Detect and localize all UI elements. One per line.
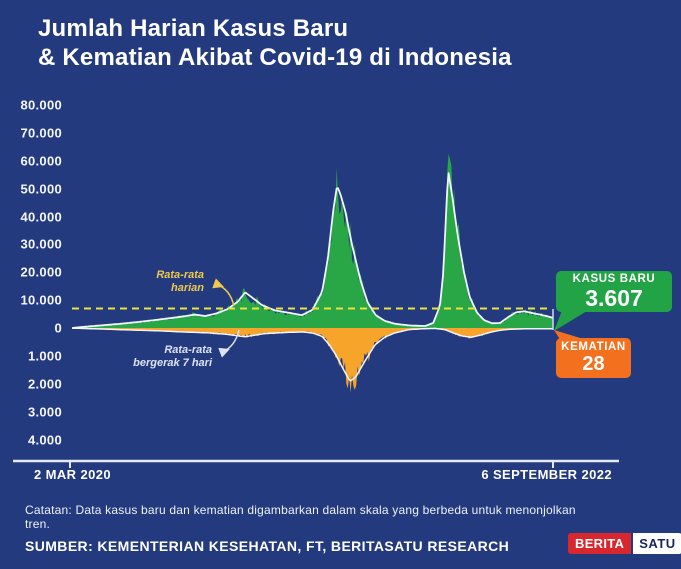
y-axis-tick-label: 3.000 [27,404,62,420]
source-credit: SUMBER: KEMENTERIAN KESEHATAN, FT, BERIT… [25,538,510,554]
y-axis-tick-label: 1.000 [27,348,62,364]
y-axis-tick-label: 60.000 [20,153,62,169]
annotation-daily-average: Rata-rata harian [156,269,204,294]
new-cases-label: KASUS BARU [572,272,656,285]
deaths-value: 28 [582,353,605,375]
logo-satu: SATU [633,533,681,554]
deaths-7day-average-line [71,327,553,382]
logo-berita: BERITA [568,533,632,554]
x-axis-end-label: 6 SEPTEMBER 2022 [481,467,612,482]
y-axis-tick-label: 70.000 [20,125,62,141]
y-axis-zero-label: 0 [54,320,62,336]
deaths-label: KEMATIAN [561,341,626,353]
annotation-7day-moving-average: Rata-rata bergerak 7 hari [133,344,212,369]
new-cases-value: 3.607 [585,284,643,311]
deaths-callout-badge: KEMATIAN 28 [556,338,631,378]
cases-badge-pointer [554,308,592,331]
cases-area-series [72,153,553,328]
x-axis-start-label: 2 MAR 2020 [34,467,111,482]
cases-7day-average-line [71,172,554,329]
y-axis-tick-label: 40.000 [20,209,62,224]
y-axis-tick-label: 50.000 [20,181,62,197]
title-line-1: Jumlah Harian Kasus Baru [38,15,349,42]
footnote: Catatan: Data kasus baru dan kematian di… [25,503,576,531]
y-axis-tick-label: 10.000 [20,292,62,308]
y-axis-tick-label: 80.000 [20,97,62,113]
beritasatu-logo: BERITA SATU [568,533,681,554]
y-axis-tick-label: 2.000 [27,376,62,392]
page-title: Jumlah Harian Kasus Baru & Kematian Akib… [38,14,512,72]
annotation-arrow-moving7 [218,329,240,358]
new-cases-callout-badge: KASUS BARU 3.607 [556,271,672,312]
title-line-2: & Kematian Akibat Covid-19 di Indonesia [38,44,512,71]
y-axis-tick-label: 20.000 [20,264,62,280]
annotation-arrow-daily [212,278,235,307]
y-axis-tick-label: 30.000 [20,236,62,252]
y-axis-tick-label: 4.000 [27,432,62,448]
